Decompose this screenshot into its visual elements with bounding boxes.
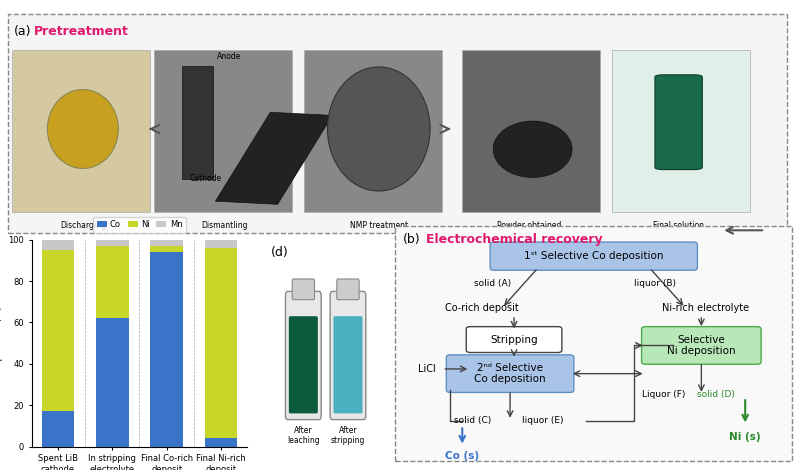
Y-axis label: Composition (%): Composition (%) [0,306,3,381]
Bar [205,240,238,248]
Text: Electrochemical recovery: Electrochemical recovery [426,233,603,246]
Bar [215,112,332,204]
Bar [182,66,213,179]
Text: Pretreatment: Pretreatment [34,25,129,38]
Legend: Co, Ni, Mn: Co, Ni, Mn [93,217,186,233]
Bar [96,246,128,318]
FancyBboxPatch shape [466,327,562,352]
Bar [96,240,128,246]
Text: 1ˢᵗ Selective Co deposition: 1ˢᵗ Selective Co deposition [524,251,664,261]
Text: Cathode: Cathode [189,174,222,183]
Text: solid (A): solid (A) [474,279,512,288]
FancyBboxPatch shape [446,355,574,392]
Text: Co (s): Co (s) [446,451,479,461]
FancyBboxPatch shape [304,50,442,212]
Text: liquor (E): liquor (E) [522,416,563,425]
FancyBboxPatch shape [655,75,702,170]
FancyBboxPatch shape [330,291,366,420]
Ellipse shape [493,121,572,178]
FancyBboxPatch shape [490,242,697,270]
Text: Ni-rich electrolyte: Ni-rich electrolyte [662,303,749,313]
Bar [41,240,74,250]
FancyBboxPatch shape [8,14,787,233]
Text: Co-rich deposit: Co-rich deposit [446,303,519,313]
Text: Powder obtained
after filtration/drying: Powder obtained after filtration/drying [488,221,569,241]
Text: Anode: Anode [217,52,241,61]
Text: Discharging: Discharging [60,221,106,230]
Text: 2ⁿᵈ Selective
Co deposition: 2ⁿᵈ Selective Co deposition [474,363,546,384]
Text: Stripping: Stripping [490,335,538,345]
Bar [41,250,74,411]
Ellipse shape [47,89,119,168]
Text: Ni (s): Ni (s) [729,432,761,442]
Text: solid (C): solid (C) [454,416,492,425]
FancyBboxPatch shape [285,291,321,420]
Text: After
stripping: After stripping [331,426,365,445]
FancyBboxPatch shape [461,50,599,212]
FancyBboxPatch shape [12,50,150,212]
Text: (d): (d) [271,246,289,259]
FancyBboxPatch shape [395,226,792,461]
Ellipse shape [328,67,430,191]
Bar [151,252,183,446]
FancyBboxPatch shape [289,316,318,414]
Text: (a): (a) [14,25,31,38]
FancyBboxPatch shape [642,327,761,364]
FancyBboxPatch shape [333,316,363,414]
Bar [205,248,238,438]
Text: After
leaching: After leaching [287,426,320,445]
FancyBboxPatch shape [611,50,750,212]
Text: NMP treatment: NMP treatment [350,221,408,230]
Text: liquor (B): liquor (B) [634,279,676,288]
FancyBboxPatch shape [292,279,315,300]
Text: Liquor (F): Liquor (F) [642,390,685,400]
Text: Final solution
after leaching/filtration/
pH adjustment: Final solution after leaching/filtration… [633,221,724,251]
Bar [41,411,74,446]
Text: Dismantling: Dismantling [202,221,248,230]
Text: (b): (b) [402,233,420,246]
Bar [96,318,128,446]
Bar [151,246,183,252]
FancyBboxPatch shape [337,279,359,300]
FancyBboxPatch shape [154,50,292,212]
Text: Selective
Ni deposition: Selective Ni deposition [667,335,736,356]
Text: LiCl: LiCl [418,364,436,374]
Text: solid (D): solid (D) [697,390,736,400]
Bar [151,240,183,246]
Bar [205,438,238,446]
